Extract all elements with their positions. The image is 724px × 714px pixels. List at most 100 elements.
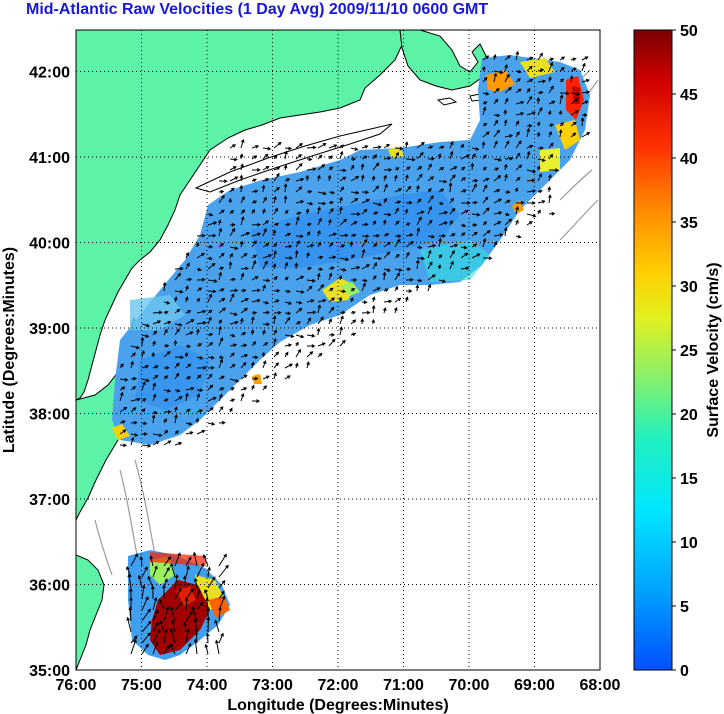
velocity-arrow: [218, 564, 229, 578]
velocity-arrow: [185, 565, 190, 578]
velocity-arrow: [196, 429, 206, 435]
velocity-arrow: [559, 78, 565, 83]
velocity-arrow: [218, 271, 223, 281]
velocity-arrow: [240, 353, 249, 358]
velocity-arrow: [570, 67, 577, 72]
velocity-arrow: [427, 244, 437, 248]
velocity-arrow: [548, 211, 556, 216]
velocity-arrow: [526, 87, 531, 94]
velocity-arrow: [130, 553, 138, 567]
velocity-arrow: [460, 177, 466, 182]
velocity-arrow: [130, 433, 139, 437]
velocity-arrow: [372, 262, 378, 270]
velocity-arrow: [361, 310, 371, 315]
velocity-arrow: [536, 165, 541, 171]
velocity-arrow: [295, 200, 305, 204]
velocity-arrow: [152, 310, 163, 315]
velocity-arrow: [460, 245, 468, 250]
velocity-arrow: [119, 386, 126, 391]
velocity-arrow: [438, 254, 443, 259]
velocity-arrow: [207, 316, 212, 325]
velocity-arrow: [207, 289, 217, 294]
velocity-arrow: [338, 296, 343, 303]
velocity-arrow: [306, 252, 310, 259]
velocity-arrow: [449, 166, 458, 171]
velocity-arrow: [262, 342, 269, 347]
velocity-arrow: [163, 409, 172, 414]
velocity-arrow: [196, 233, 206, 238]
velocity-arrow: [538, 146, 544, 150]
velocity-arrow: [493, 119, 499, 127]
velocity-arrow: [537, 200, 546, 204]
velocity-arrow: [158, 598, 165, 611]
velocity-arrow: [262, 385, 267, 391]
velocity-arrow: [361, 234, 370, 239]
velocity-arrow: [306, 333, 316, 338]
velocity-arrow: [317, 342, 326, 347]
velocity-arrow: [515, 234, 522, 239]
velocity-arrow: [218, 387, 225, 391]
velocity-arrow: [207, 233, 217, 238]
velocity-arrow: [295, 240, 300, 248]
velocity-arrow: [504, 87, 512, 94]
velocity-arrow: [207, 245, 214, 249]
velocity-arrow: [239, 240, 244, 248]
velocity-arrow: [262, 284, 266, 292]
velocity-arrow: [229, 157, 238, 162]
velocity-arrow: [262, 196, 267, 204]
velocity-arrow: [149, 555, 154, 567]
colorbar-tick-label: 30: [680, 279, 698, 296]
velocity-arrow: [482, 91, 490, 96]
y-tick-label: 40:00: [29, 236, 70, 253]
velocity-arrow: [515, 50, 520, 61]
velocity-arrow: [152, 330, 158, 336]
velocity-arrow: [559, 67, 565, 72]
y-tick-label: 41:00: [29, 150, 70, 167]
velocity-arrow: [427, 195, 434, 204]
velocity-arrow: [229, 320, 239, 325]
velocity-arrow: [206, 616, 211, 633]
velocity-arrow: [183, 575, 187, 589]
velocity-arrow: [328, 232, 338, 237]
velocity-arrow: [251, 340, 257, 347]
velocity-arrow: [394, 151, 399, 160]
velocity-arrow: [218, 406, 224, 413]
velocity-arrow: [537, 79, 547, 84]
velocity-arrow: [559, 122, 565, 127]
velocity-arrow: [504, 140, 510, 149]
velocity-arrow: [193, 638, 198, 655]
velocity-arrow: [262, 322, 271, 327]
velocity-arrow: [372, 145, 382, 149]
velocity-arrow: [141, 323, 151, 328]
velocity-arrow: [361, 278, 368, 283]
velocity-arrow: [449, 219, 453, 226]
velocity-arrow: [196, 601, 204, 611]
y-axis-ticks: 35:00 36:00 37:00 38:00 39:00 40:00 41:00 42:00: [29, 65, 70, 681]
velocity-arrow: [272, 229, 277, 237]
velocity-arrow: [262, 260, 268, 270]
velocity-arrow: [339, 289, 347, 294]
velocity-arrow: [262, 227, 267, 237]
velocity-arrow: [273, 362, 279, 369]
velocity-arrow: [229, 364, 236, 369]
velocity-arrow: [262, 153, 269, 160]
velocity-arrow: [570, 98, 579, 105]
velocity-arrow: [295, 307, 303, 314]
velocity-arrow: [294, 249, 299, 259]
velocity-arrow: [169, 606, 176, 622]
velocity-arrow: [559, 94, 564, 105]
velocity-arrow: [196, 321, 207, 325]
velocity-arrow: [171, 619, 176, 633]
velocity-arrow: [339, 310, 346, 315]
velocity-arrow: [515, 120, 520, 127]
velocity-arrow: [504, 173, 508, 182]
velocity-arrow: [328, 166, 334, 171]
velocity-arrow: [339, 233, 349, 238]
velocity-arrow: [427, 145, 434, 150]
velocity-arrow: [207, 355, 215, 360]
velocity-arrow: [394, 167, 400, 171]
velocity-arrow: [229, 176, 239, 182]
velocity-arrow: [405, 241, 414, 248]
